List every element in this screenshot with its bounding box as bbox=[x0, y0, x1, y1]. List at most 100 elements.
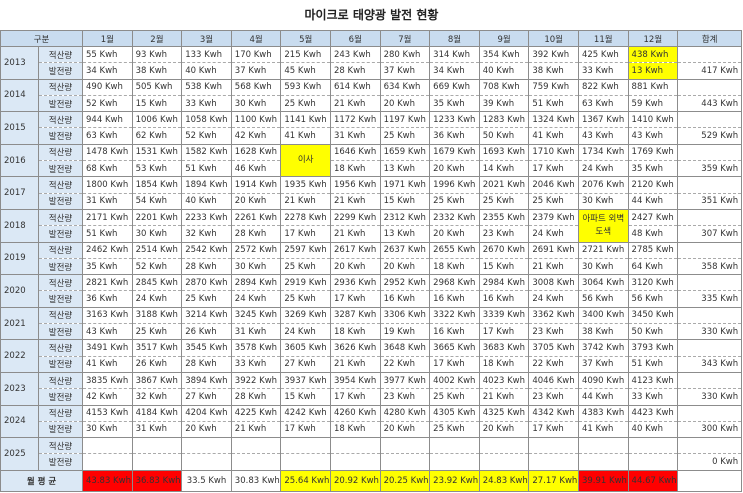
value-cell: 21 Kwh bbox=[329, 355, 381, 373]
average-row: 월 평 균 43.83 Kwh 36.83 Kwh 33.5 Kwh 30.83 Kwh… bbox=[0, 469, 743, 492]
data-row: 발전량 35 Kwh 52 Kwh 28 Kwh 30 Kwh 25 Kwh 20 Kwh 2… bbox=[1, 257, 743, 276]
value-cell: 354 Kwh bbox=[478, 45, 530, 64]
data-row: 발전량 41 Kwh 26 Kwh 28 Kwh 33 Kwh 27 Kwh 21 Kwh 2… bbox=[1, 355, 743, 373]
row-label: 적산량 bbox=[37, 339, 84, 357]
value-cell: 15 Kwh bbox=[379, 192, 431, 210]
value-cell: 24 Kwh bbox=[577, 160, 629, 178]
row-label: 발전량 bbox=[37, 160, 84, 178]
row-label: 발전량 bbox=[37, 355, 84, 373]
month-header: 12월 bbox=[627, 30, 679, 47]
year-cell: 2016 bbox=[0, 143, 39, 178]
data-row: 발전량 43 Kwh 25 Kwh 26 Kwh 31 Kwh 24 Kwh 18 Kwh 1… bbox=[1, 323, 743, 341]
value-cell: 3937 Kwh bbox=[280, 371, 331, 390]
value-cell: 33 Kwh bbox=[181, 94, 232, 113]
value-cell: 18 Kwh bbox=[429, 257, 480, 276]
value-cell: 3605 Kwh bbox=[280, 339, 331, 357]
value-cell: 4090 Kwh bbox=[577, 371, 629, 390]
value-cell: 25 Kwh bbox=[429, 420, 480, 439]
value-cell: 2233 Kwh bbox=[181, 208, 232, 227]
value-cell: 38 Kwh bbox=[577, 323, 629, 341]
value-cell: 2821 Kwh bbox=[82, 274, 133, 292]
row-label: 적산량 bbox=[37, 241, 84, 259]
value-cell: 41 Kwh bbox=[82, 355, 133, 373]
year-cell: 2014 bbox=[0, 78, 39, 113]
value-cell: 36 Kwh bbox=[82, 290, 133, 308]
data-row: 2017 적산량 1800 Kwh 1854 Kwh 1894 Kwh 1914 Kwh 1… bbox=[0, 176, 743, 210]
value-cell: 1769 Kwh bbox=[627, 143, 679, 162]
value-cell: 1058 Kwh bbox=[181, 111, 232, 129]
value-cell: 669 Kwh bbox=[429, 78, 480, 96]
value-cell: 2542 Kwh bbox=[181, 241, 232, 259]
empty-cell bbox=[82, 453, 133, 471]
value-cell: 2984 Kwh bbox=[478, 274, 530, 292]
month-header: 7월 bbox=[379, 30, 431, 47]
value-cell: 2332 Kwh bbox=[429, 208, 480, 227]
data-row: 2023 적산량 3835 Kwh 3867 Kwh 3894 Kwh 3922 Kwh 3… bbox=[0, 371, 743, 406]
value-cell: 59 Kwh bbox=[627, 94, 679, 113]
empty-cell bbox=[677, 437, 743, 455]
value-cell: 1734 Kwh bbox=[577, 143, 629, 162]
note-cell: 아파트 외벽도색 bbox=[577, 208, 629, 243]
value-cell: 43 Kwh bbox=[577, 127, 629, 145]
data-row: 2016 적산량 1478 Kwh 1531 Kwh 1582 Kwh 1628 Kwh 이… bbox=[0, 143, 743, 178]
year-cell: 2019 bbox=[0, 241, 39, 276]
value-cell: 2870 Kwh bbox=[181, 274, 232, 292]
value-cell: 25 Kwh bbox=[478, 192, 530, 210]
value-cell: 3245 Kwh bbox=[230, 306, 282, 325]
value-cell: 2785 Kwh bbox=[627, 241, 679, 259]
value-cell: 51 Kwh bbox=[528, 94, 579, 113]
value-cell: 27 Kwh bbox=[181, 388, 232, 406]
value-cell: 3064 Kwh bbox=[577, 274, 629, 292]
value-cell: 52 Kwh bbox=[181, 127, 232, 145]
data-row: 2022 적산량 3491 Kwh 3517 Kwh 3545 Kwh 3578 Kwh 3… bbox=[0, 339, 743, 373]
solar-table: 구분 1월 2월 3월 4월 5월 6월 7월 8월 9월 10월 11월 12월 합계 2013 적산량 5… bbox=[0, 30, 743, 492]
average-label: 월 평 균 bbox=[0, 469, 84, 492]
value-cell: 1324 Kwh bbox=[528, 111, 579, 129]
title: 마이크로 태양광 발전 현황 bbox=[304, 8, 439, 22]
value-cell: 34 Kwh bbox=[82, 62, 133, 80]
value-cell: 27 Kwh bbox=[280, 355, 331, 373]
row-label: 적산량 bbox=[37, 208, 84, 227]
total-cell: 529 Kwh bbox=[677, 127, 743, 145]
row-label: 적산량 bbox=[37, 143, 84, 162]
empty-cell bbox=[677, 339, 743, 357]
value-cell: 42 Kwh bbox=[230, 127, 282, 145]
total-header: 합계 bbox=[677, 30, 743, 47]
row-label: 발전량 bbox=[37, 257, 84, 276]
value-cell: 3269 Kwh bbox=[280, 306, 331, 325]
value-cell: 33 Kwh bbox=[627, 388, 679, 406]
value-cell: 2936 Kwh bbox=[329, 274, 381, 292]
value-cell: 25 Kwh bbox=[429, 192, 480, 210]
value-cell: 38 Kwh bbox=[131, 62, 183, 80]
row-label: 발전량 bbox=[37, 453, 84, 471]
value-cell: 40 Kwh bbox=[478, 62, 530, 80]
empty-cell bbox=[528, 453, 579, 471]
value-cell: 20 Kwh bbox=[478, 420, 530, 439]
empty-cell bbox=[230, 453, 282, 471]
value-cell: 19 Kwh bbox=[379, 323, 431, 341]
empty-cell bbox=[429, 437, 480, 455]
month-header: 8월 bbox=[429, 30, 480, 47]
value-cell: 32 Kwh bbox=[181, 225, 232, 243]
average-cell: 33.5 Kwh bbox=[181, 469, 232, 492]
empty-cell bbox=[677, 371, 743, 390]
total-cell: 0 Kwh bbox=[677, 453, 743, 471]
empty-cell bbox=[478, 437, 530, 455]
data-row: 2025 적산량 bbox=[0, 437, 743, 471]
value-cell: 3793 Kwh bbox=[627, 339, 679, 357]
value-cell: 2968 Kwh bbox=[429, 274, 480, 292]
data-row: 2015 적산량 944 Kwh 1006 Kwh 1058 Kwh 1100 Kwh 11… bbox=[0, 111, 743, 145]
empty-cell bbox=[181, 437, 232, 455]
empty-cell bbox=[429, 453, 480, 471]
value-cell: 39 Kwh bbox=[478, 94, 530, 113]
year-cell: 2018 bbox=[0, 208, 39, 243]
value-cell: 634 Kwh bbox=[379, 78, 431, 96]
value-cell: 4260 Kwh bbox=[329, 404, 381, 422]
value-cell: 21 Kwh bbox=[528, 257, 579, 276]
row-label: 발전량 bbox=[37, 94, 84, 113]
value-cell: 35 Kwh bbox=[82, 257, 133, 276]
value-cell: 3705 Kwh bbox=[528, 339, 579, 357]
value-cell: 52 Kwh bbox=[82, 94, 133, 113]
value-cell: 22 Kwh bbox=[379, 355, 431, 373]
value-cell: 13 Kwh bbox=[379, 160, 431, 178]
